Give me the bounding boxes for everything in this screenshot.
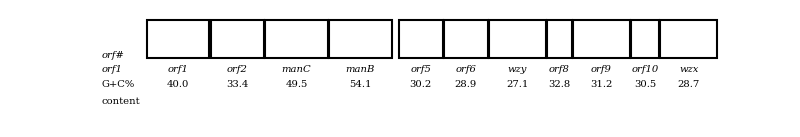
Bar	[574, 20, 630, 58]
Text: orf2: orf2	[226, 65, 248, 74]
Text: content: content	[102, 97, 140, 106]
Text: 32.8: 32.8	[548, 80, 570, 89]
Bar	[661, 20, 717, 58]
Bar	[444, 20, 488, 58]
Text: orf9: orf9	[591, 65, 612, 74]
Bar	[329, 20, 392, 58]
Text: 27.1: 27.1	[506, 80, 529, 89]
Bar	[265, 20, 328, 58]
Text: 28.9: 28.9	[454, 80, 477, 89]
Text: 31.2: 31.2	[590, 80, 613, 89]
Text: wzx: wzx	[679, 65, 698, 74]
Bar	[631, 20, 659, 58]
Bar	[398, 20, 442, 58]
Bar	[210, 20, 264, 58]
Text: manB: manB	[346, 65, 375, 74]
Text: 33.4: 33.4	[226, 80, 248, 89]
Text: 30.2: 30.2	[410, 80, 432, 89]
Text: manC: manC	[282, 65, 311, 74]
Text: orf10: orf10	[631, 65, 658, 74]
Bar	[146, 20, 210, 58]
Text: orf6: orf6	[455, 65, 476, 74]
Bar	[489, 20, 546, 58]
Text: orf5: orf5	[410, 65, 431, 74]
Text: wzy: wzy	[508, 65, 527, 74]
Text: 54.1: 54.1	[350, 80, 372, 89]
Text: G+C%: G+C%	[102, 80, 134, 89]
Text: 49.5: 49.5	[286, 80, 308, 89]
Text: orf#: orf#	[102, 51, 124, 60]
Text: orf1: orf1	[102, 65, 122, 74]
Text: orf8: orf8	[549, 65, 570, 74]
Text: 28.7: 28.7	[678, 80, 700, 89]
Text: 40.0: 40.0	[166, 80, 189, 89]
Text: 30.5: 30.5	[634, 80, 656, 89]
Bar	[547, 20, 572, 58]
Text: orf1: orf1	[167, 65, 188, 74]
